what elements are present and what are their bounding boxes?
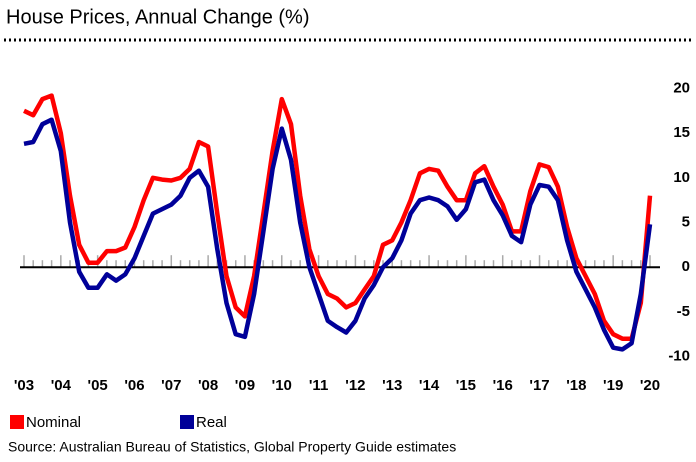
x-tick-label: '06 [124, 377, 144, 394]
x-tick-label: '10 [272, 377, 292, 394]
x-tick-label: '20 [640, 377, 660, 394]
source: Source: Australian Bureau of Statistics,… [8, 439, 456, 455]
y-tick-label: 5 [682, 213, 690, 230]
x-tick-label: '15 [456, 377, 476, 394]
y-tick-label: -5 [677, 303, 690, 320]
x-tick-label: '04 [51, 377, 72, 394]
y-tick-label: 20 [673, 79, 690, 96]
x-tick-label: '16 [493, 377, 513, 394]
x-tick-label: '09 [235, 377, 255, 394]
x-tick-label: '07 [161, 377, 181, 394]
x-tick-label: '03 [14, 377, 34, 394]
x-tick-label: '11 [309, 377, 328, 394]
y-tick-label: 10 [673, 169, 690, 186]
x-tick-label: '19 [603, 377, 623, 394]
x-tick-label: '13 [382, 377, 402, 394]
legend-label: Real [196, 414, 227, 431]
y-tick-label: -10 [668, 348, 690, 365]
chart-title: House Prices, Annual Change (%) [6, 6, 310, 28]
legend-swatch [10, 415, 24, 429]
legend-swatch [180, 415, 194, 429]
x-tick-label: '05 [88, 377, 108, 394]
series-line [23, 93, 653, 341]
x-tick-label: '18 [566, 377, 586, 394]
y-tick-label: 0 [682, 258, 690, 275]
legend-label: Nominal [26, 414, 81, 431]
y-tick-label: 15 [673, 124, 690, 141]
x-tick-label: '12 [345, 377, 365, 394]
x-tick-label: '14 [419, 377, 440, 394]
series-line [23, 117, 653, 352]
x-tick-label: '08 [198, 377, 218, 394]
x-tick-label: '17 [529, 377, 549, 394]
